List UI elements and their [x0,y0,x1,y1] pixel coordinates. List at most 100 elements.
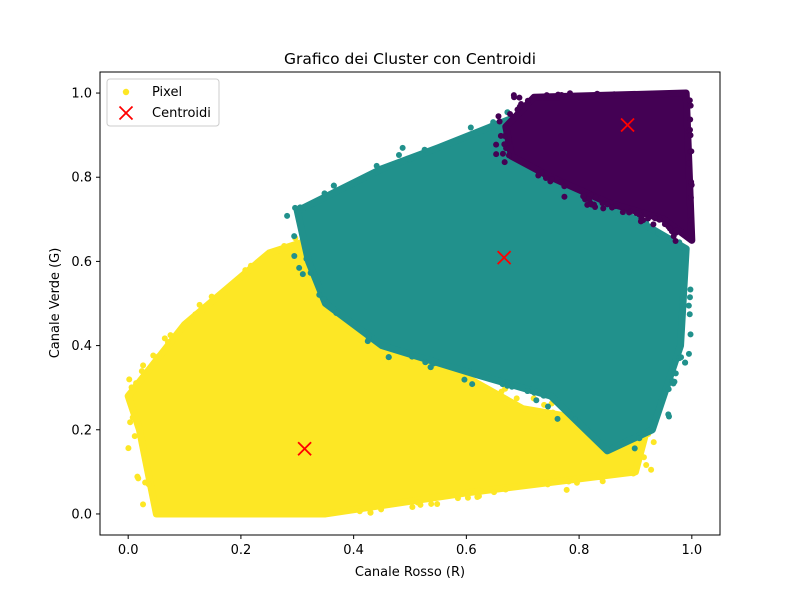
centroids [297,117,635,456]
cluster-point [554,415,561,422]
cluster-point [367,509,374,516]
plot-area [124,89,696,518]
cluster-point [643,461,650,468]
cluster-point [502,124,509,131]
cluster-point [513,395,520,402]
cluster-point [645,215,652,222]
cluster-point [385,354,392,361]
cluster-point [535,172,542,179]
cluster-point [516,94,523,101]
cluster-point [533,397,540,404]
cluster-point [507,110,514,117]
cluster-point [687,132,694,139]
legend-marker-pixel [122,88,130,96]
cluster-point [688,148,695,155]
cluster-point [421,146,428,153]
cluster-point [126,376,133,383]
legend: Pixel Centroidi [106,78,220,127]
cluster-point [558,179,565,186]
cluster-point [524,97,531,104]
cluster-point [291,233,298,240]
cluster-point [600,205,607,212]
cluster-point [544,481,551,488]
cluster-point [687,331,694,338]
cluster-point [321,190,328,197]
y-tick-label: 0.8 [71,171,92,186]
cluster-point [678,354,685,361]
cluster-point [138,368,145,375]
cluster-point [125,445,132,452]
cluster-point [516,103,523,110]
cluster-point [281,242,288,249]
cluster-point [640,217,647,224]
cluster-point [571,416,578,423]
cluster-point [409,504,416,511]
cluster-point [599,200,606,207]
cluster-2-region [502,89,696,244]
centroid-marker [297,441,312,456]
cluster-point [404,155,411,162]
cluster-point [461,376,468,383]
cluster-point [467,124,474,131]
cluster-point [636,435,643,442]
cluster-point [378,506,385,513]
cluster-point [651,215,658,222]
cluster-point [493,141,500,148]
y-tick-label: 0.4 [71,339,92,354]
cluster-point [565,478,572,485]
cluster-point [474,493,481,500]
cluster-point [297,204,304,211]
cluster-point [356,508,363,515]
cluster-point [561,183,568,190]
legend-box [106,78,220,127]
cluster-point [140,362,147,369]
cluster-point [505,152,512,159]
cluster-point [680,301,687,308]
cluster-point [571,476,578,483]
cluster-point [650,439,657,446]
cluster-point [687,116,694,123]
cluster-point [666,225,673,232]
cluster-point [478,488,485,495]
cluster-point [504,382,511,389]
cluster-point [208,293,215,300]
cluster-point [687,286,694,293]
cluster-point [673,227,680,234]
cluster-2 [493,89,696,244]
cluster-point [609,445,616,452]
cluster-point [491,489,498,496]
y-axis-ticks: 0.0 0.2 0.4 0.6 0.8 1.0 [71,87,100,522]
x-axis-label: Canale Rosso (R) [355,565,465,580]
y-tick-label: 1.0 [71,87,92,102]
cluster-point [333,309,340,316]
cluster-point [428,500,435,507]
cluster-point [665,386,672,393]
cluster-point [688,178,695,185]
cluster-point [493,151,500,158]
cluster-point [454,495,461,502]
cluster-point [650,221,657,228]
cluster-point [563,486,570,493]
x-tick-label: 0.0 [118,543,139,558]
cluster-point [549,409,556,416]
cluster-point [599,478,606,485]
x-tick-label: 0.6 [456,543,477,558]
cluster-point [291,252,298,259]
cluster-point [284,212,291,219]
cluster-point [682,359,689,366]
cluster-point [686,311,693,318]
cluster-point [686,97,693,104]
cluster-point [672,237,679,244]
cluster-point [543,92,550,99]
y-axis-label: Canale Verde (G) [48,248,63,359]
cluster-point [686,160,693,167]
cluster-point [364,338,371,345]
cluster-point [242,267,249,274]
cluster-point [498,388,505,395]
cluster-point [594,90,601,97]
centroid-marker [496,250,512,265]
cluster-point [316,291,323,298]
centroid-marker [620,117,635,133]
cluster-point [630,470,637,477]
cluster-point [670,233,677,240]
